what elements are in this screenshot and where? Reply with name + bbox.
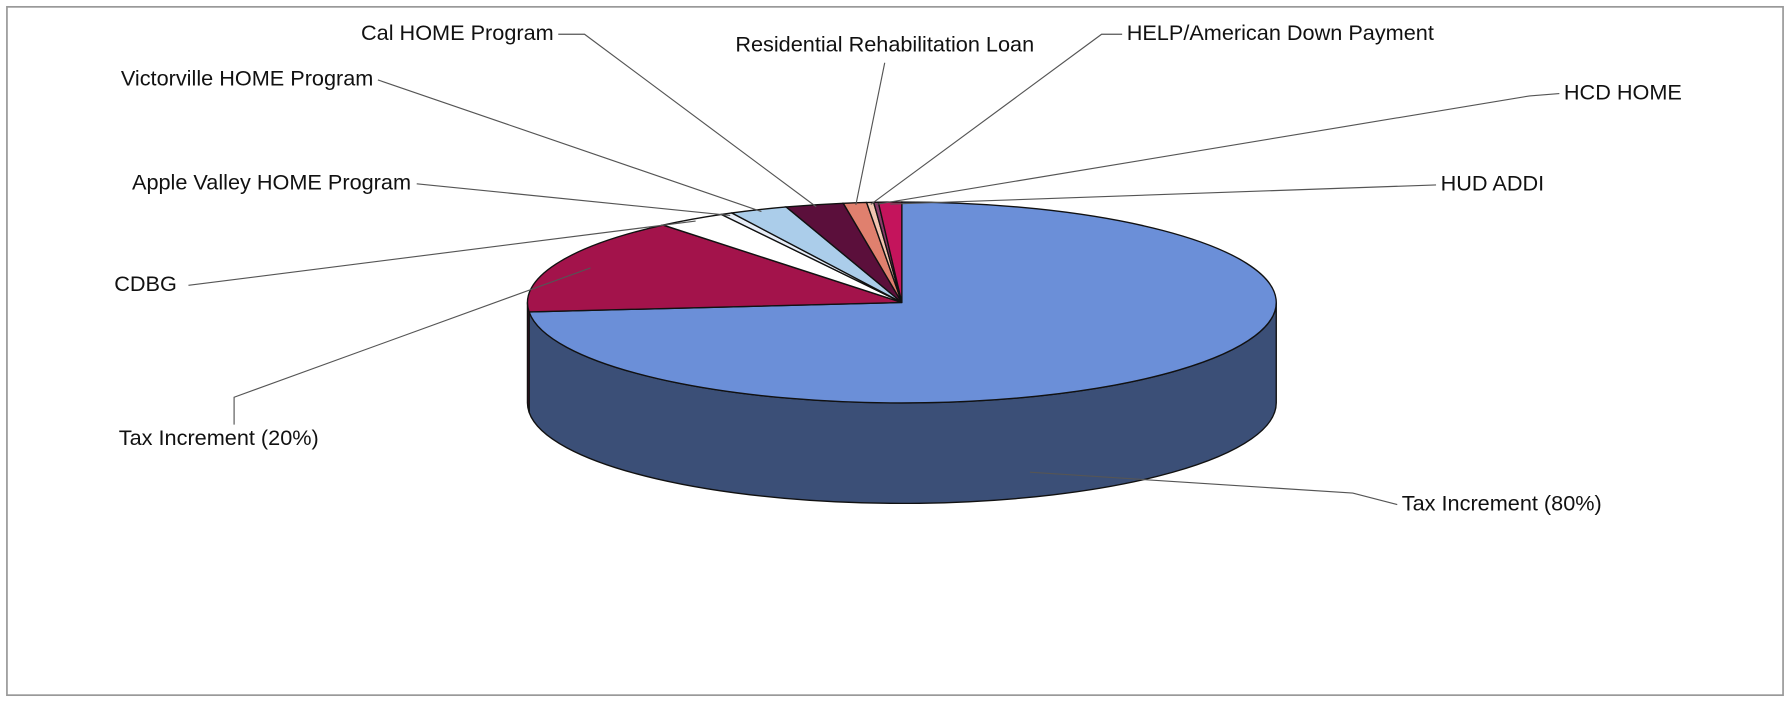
leader-line: [855, 62, 886, 205]
leader-line: [870, 33, 1123, 205]
pie-tops: [526, 201, 1277, 404]
slice-label: Cal HOME Program: [361, 20, 554, 45]
leader-line: [890, 184, 1437, 205]
slice-label: Victorville HOME Program: [121, 66, 374, 91]
leader-line: [188, 220, 696, 286]
slice-label: HCD HOME: [1564, 79, 1682, 104]
slice-label: CDBG: [114, 271, 177, 296]
leader-line: [377, 79, 762, 213]
labels: Tax Increment (80%) Tax Increment (20%) CD…: [114, 20, 1682, 515]
slice-label: Tax Increment (20%): [119, 425, 319, 450]
leader-line: [233, 267, 591, 425]
leader-line: [558, 33, 817, 208]
slice: [526, 224, 903, 313]
slice-label: HUD ADDI: [1441, 171, 1545, 196]
slice: [528, 201, 1277, 404]
leader-line: [416, 183, 731, 217]
slice-label: Residential Rehabilitation Loan: [735, 31, 1034, 56]
slice-side: [526, 302, 530, 413]
leader-line: [1029, 471, 1398, 506]
slice-label: HELP/American Down Payment: [1127, 20, 1434, 45]
slice-label: Tax Increment (80%): [1402, 490, 1602, 515]
leader-line: [876, 93, 1560, 205]
slice-label: Apple Valley HOME Program: [132, 170, 411, 195]
